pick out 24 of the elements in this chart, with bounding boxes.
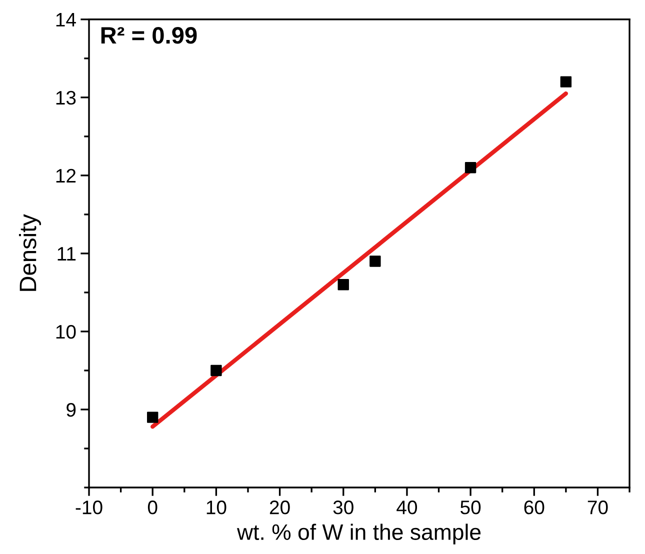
annotation: R² = 0.99 [101,27,197,44]
y-tick-label: 12 [56,168,76,182]
x-tick-label: 20 [270,500,290,514]
y-tick-label: 10 [56,324,76,339]
point [464,162,476,174]
x-axis-title: wt. % of W in the sample [236,524,481,544]
x-tick-label: 50 [460,500,481,514]
point [338,279,349,290]
x-tick-label: 0 [148,500,158,514]
y-tick-label: 14 [56,13,76,26]
x-tick-label: 40 [396,500,418,514]
x-tick-label: 30 [333,500,354,514]
x-tick-label: -10 [76,500,102,514]
y-tick-label: 13 [56,90,76,105]
y-tick-label: 11 [58,247,76,260]
point [560,76,572,88]
point [370,256,381,267]
y-axis-title: Density [18,214,41,291]
point [210,364,222,376]
x-tick-label: 10 [206,500,226,514]
point [146,412,158,423]
x-tick-label: 70 [588,500,608,514]
y-tick-label: 9 [66,402,76,417]
x-tick-label: 60 [524,500,544,514]
